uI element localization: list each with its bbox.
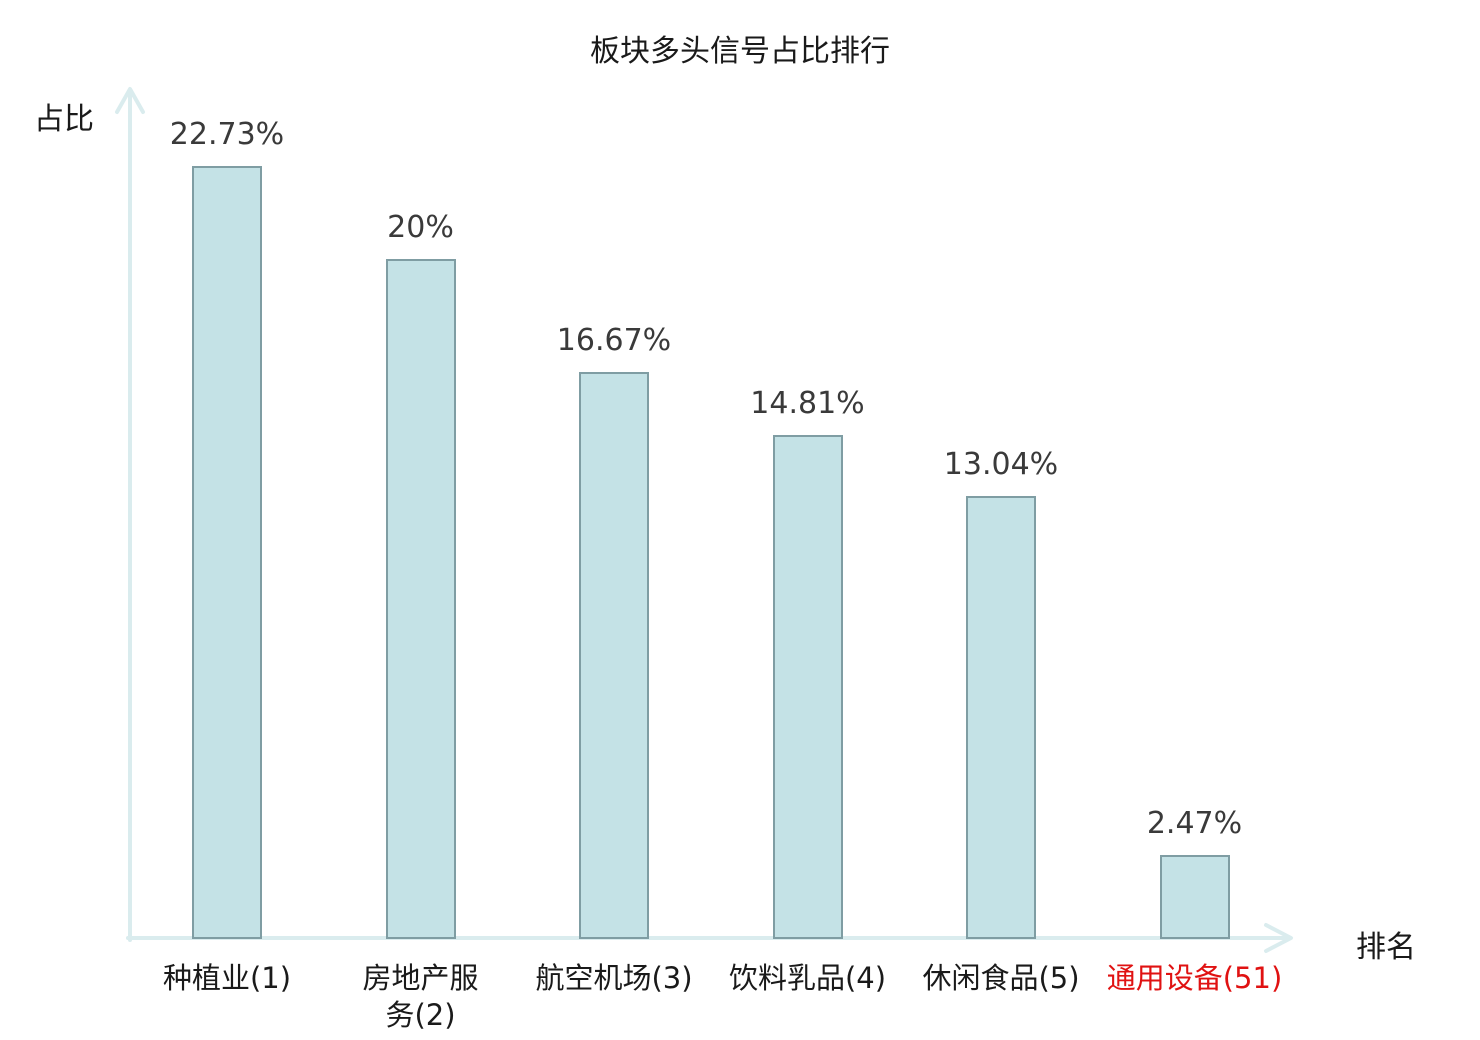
- x-category-label: 通用设备(51): [1095, 960, 1295, 997]
- x-category-label-line: 航空机场(3): [535, 961, 693, 995]
- bar: [1159, 855, 1230, 939]
- chart-title: 板块多头信号占比排行: [590, 34, 890, 69]
- y-axis-arrow-icon: [115, 87, 145, 114]
- x-category-label-line: 饮料乳品(4): [728, 961, 887, 995]
- x-axis-label: 排名: [1356, 930, 1416, 965]
- bar-value-label: 14.81%: [750, 386, 865, 421]
- bar: [579, 372, 649, 939]
- bar: [192, 166, 262, 939]
- bar: [966, 496, 1036, 939]
- x-category-label-line: 种植业(1): [162, 961, 292, 995]
- x-category-label: 种植业(1): [127, 960, 327, 997]
- bar-value-label: 22.73%: [169, 117, 285, 152]
- x-category-label: 休闲食品(5): [901, 960, 1101, 997]
- x-category-label: 房地产服 务(2): [321, 960, 521, 1034]
- x-category-label: 航空机场(3): [514, 960, 714, 997]
- bar-value-label: 16.67%: [556, 323, 672, 358]
- bar-value-label: 20%: [387, 210, 454, 245]
- bar-value-label: 2.47%: [1146, 806, 1243, 841]
- x-category-label: 饮料乳品(4): [708, 960, 908, 997]
- bar: [772, 435, 843, 939]
- x-category-label-line: 通用设备(51): [1106, 961, 1283, 995]
- y-axis-label: 占比: [34, 102, 94, 137]
- x-axis-arrow-icon: [1264, 923, 1293, 953]
- x-category-label-line: 务(2): [385, 998, 456, 1033]
- x-category-label-line: 休闲食品(5): [922, 961, 1080, 995]
- bar: [385, 259, 456, 939]
- x-category-label-line: 房地产服: [362, 961, 479, 995]
- bar-value-label: 13.04%: [943, 447, 1059, 482]
